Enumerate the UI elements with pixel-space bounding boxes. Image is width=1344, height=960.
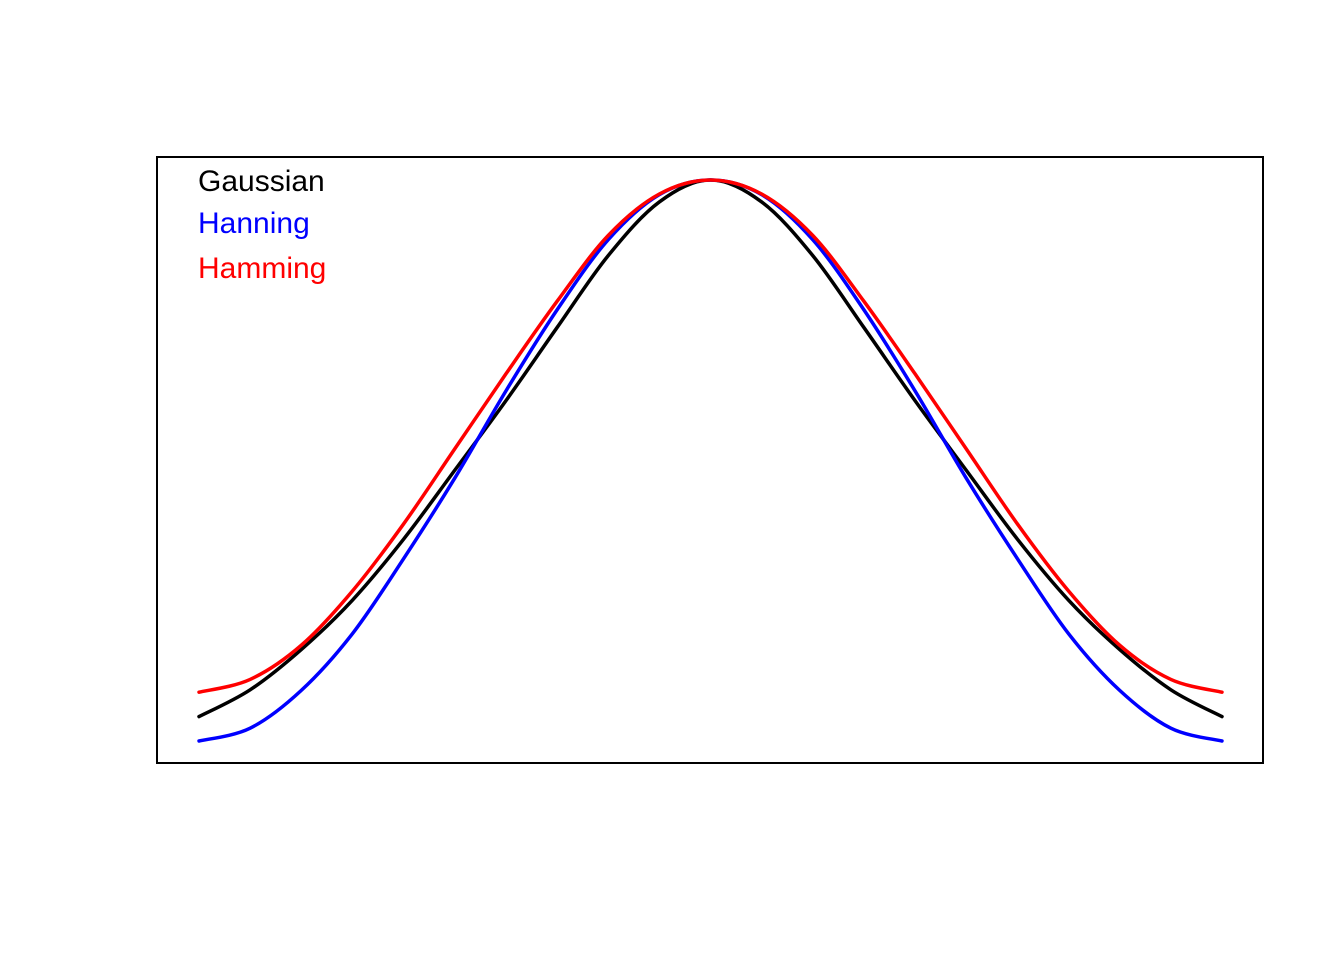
series-line-hamming [197, 178, 1224, 694]
series-line-hanning [197, 178, 1224, 743]
legend-label-gaussian: Gaussian [198, 165, 325, 198]
plot-frame [156, 156, 1264, 764]
legend-label-hanning: Hanning [198, 207, 310, 240]
legend-label-hamming: Hamming [198, 252, 326, 285]
series-layer [197, 178, 1224, 743]
legend: Gaussian Hanning Hamming [198, 165, 326, 285]
